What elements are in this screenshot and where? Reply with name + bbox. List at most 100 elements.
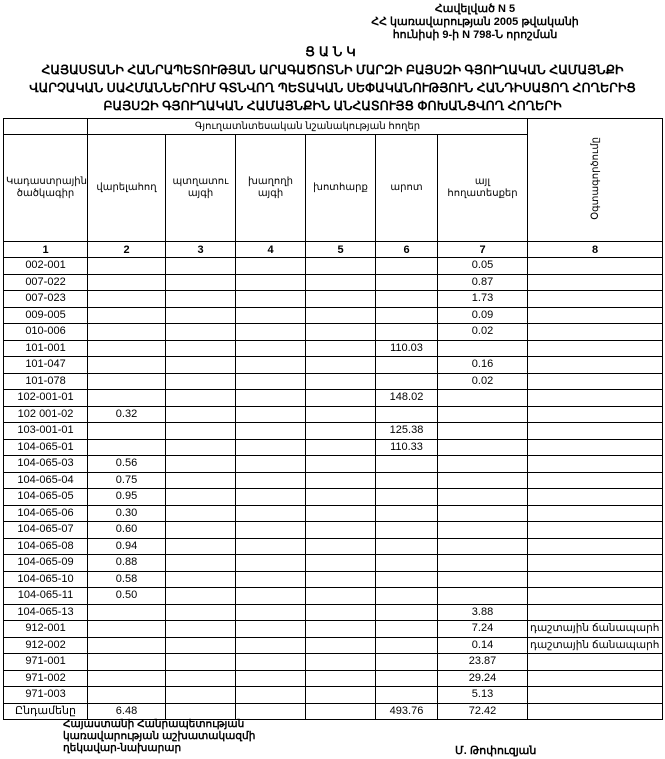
header-orchard: պտղատու այգի <box>165 134 236 242</box>
table-row: 007-023 1.73 <box>3 290 664 308</box>
area-cell <box>436 488 529 506</box>
area-cell <box>235 323 306 341</box>
table-row: 101-001 110.03 <box>3 339 664 357</box>
area-cell <box>165 471 236 489</box>
area-cell <box>235 306 306 324</box>
area-cell <box>165 603 236 621</box>
area-cell <box>165 339 236 357</box>
area-cell <box>87 603 166 621</box>
header-pasture: արոտ <box>375 134 438 242</box>
cadastral-code-cell: 104-065-05 <box>3 488 88 506</box>
area-cell: 110.03 <box>375 339 438 357</box>
area-cell <box>375 521 438 539</box>
table-row: 102-001-01 148.02 <box>3 389 664 407</box>
area-cell <box>436 554 529 572</box>
cadastral-code-cell: 104-065-04 <box>3 471 88 489</box>
area-cell <box>235 339 306 357</box>
area-cell <box>375 554 438 572</box>
usage-cell <box>527 554 664 572</box>
usage-cell <box>527 323 664 341</box>
cadastral-code-cell: 102 001-02 <box>3 405 88 423</box>
column-number: 6 <box>375 241 438 258</box>
area-cell <box>165 554 236 572</box>
cadastral-code-cell: 007-022 <box>3 273 88 291</box>
table-row: 101-078 0.02 <box>3 372 664 390</box>
total-row: Ընդամենը 6.48 493.76 72.42 <box>3 702 664 720</box>
table-row: 912-002 0.14 դաշտային ճանապարհ <box>3 636 664 654</box>
area-cell <box>165 587 236 605</box>
area-cell <box>305 603 376 621</box>
area-cell <box>87 653 166 671</box>
cadastral-code-cell: 009-005 <box>3 306 88 324</box>
area-cell: 0.09 <box>436 306 529 324</box>
usage-cell <box>527 488 664 506</box>
area-cell <box>235 686 306 704</box>
table-row: 104-065-11 0.50 <box>3 587 664 605</box>
area-cell <box>235 570 306 588</box>
usage-cell <box>527 537 664 555</box>
area-cell <box>165 653 236 671</box>
area-cell <box>235 257 306 275</box>
area-cell <box>165 488 236 506</box>
table-row: 104-065-04 0.75 <box>3 471 664 489</box>
table-row: 104-065-01 110.33 <box>3 438 664 456</box>
area-cell <box>375 471 438 489</box>
area-cell <box>436 438 529 456</box>
area-cell <box>305 257 376 275</box>
area-cell <box>375 372 438 390</box>
cadastral-code-cell: 101-047 <box>3 356 88 374</box>
usage-cell: դաշտային ճանապարհ <box>527 620 664 638</box>
area-cell <box>235 389 306 407</box>
area-cell <box>87 438 166 456</box>
area-cell <box>305 504 376 522</box>
usage-cell <box>527 356 664 374</box>
column-number: 5 <box>305 241 376 258</box>
annex-reference: Հավելված N 5 ՀՀ կառավարության 2005 թվակա… <box>340 3 610 42</box>
area-cell <box>165 389 236 407</box>
area-cell <box>235 554 306 572</box>
usage-cell <box>527 339 664 357</box>
area-cell: 7.24 <box>436 620 529 638</box>
area-cell <box>305 389 376 407</box>
area-cell: 0.02 <box>436 372 529 390</box>
area-cell <box>305 488 376 506</box>
area-cell <box>375 620 438 638</box>
area-cell <box>235 273 306 291</box>
area-cell <box>235 603 306 621</box>
area-cell <box>165 422 236 440</box>
header-other-lands: այլ հողատեսքեր <box>436 134 529 242</box>
footer-line: ղեկավար-նախարար <box>63 742 182 754</box>
usage-cell <box>527 521 664 539</box>
table-row: 104-065-05 0.95 <box>3 488 664 506</box>
table-row: 971-001 23.87 <box>3 653 664 671</box>
area-cell <box>436 455 529 473</box>
usage-cell <box>527 306 664 324</box>
area-cell <box>305 537 376 555</box>
area-cell <box>436 422 529 440</box>
area-cell: 0.58 <box>87 570 166 588</box>
area-cell <box>305 455 376 473</box>
area-cell <box>165 636 236 654</box>
usage-cell <box>527 587 664 605</box>
area-cell: 1.73 <box>436 290 529 308</box>
area-cell <box>305 438 376 456</box>
header-usage: Օգտագործումը <box>527 118 664 242</box>
cadastral-code-cell: 104-065-09 <box>3 554 88 572</box>
area-cell <box>165 438 236 456</box>
cadastral-code-cell: 912-002 <box>3 636 88 654</box>
area-cell <box>235 636 306 654</box>
table-row: 010-006 0.02 <box>3 323 664 341</box>
area-cell <box>305 669 376 687</box>
cadastral-code-cell: 971-001 <box>3 653 88 671</box>
area-cell <box>375 323 438 341</box>
area-cell <box>235 438 306 456</box>
area-cell <box>165 257 236 275</box>
area-cell <box>235 620 306 638</box>
annex-decision: ՀՀ կառավարության 2005 թվականի <box>371 16 579 28</box>
area-cell <box>375 669 438 687</box>
area-cell <box>235 488 306 506</box>
column-number: 8 <box>527 241 664 258</box>
table-row: 104-065-06 0.30 <box>3 504 664 522</box>
column-number: 4 <box>235 241 306 258</box>
area-cell: 0.56 <box>87 455 166 473</box>
